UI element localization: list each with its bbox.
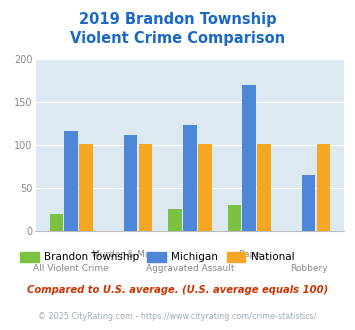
Bar bbox=[317, 144, 330, 231]
Bar bbox=[242, 85, 256, 231]
Bar bbox=[79, 144, 93, 231]
Text: 2019 Brandon Township: 2019 Brandon Township bbox=[79, 12, 276, 26]
Bar bbox=[168, 209, 182, 231]
Text: Compared to U.S. average. (U.S. average equals 100): Compared to U.S. average. (U.S. average … bbox=[27, 285, 328, 295]
Bar bbox=[183, 125, 197, 231]
Bar bbox=[198, 144, 212, 231]
Bar bbox=[228, 205, 241, 231]
Text: Robbery: Robbery bbox=[290, 264, 327, 273]
Text: © 2025 CityRating.com - https://www.cityrating.com/crime-statistics/: © 2025 CityRating.com - https://www.city… bbox=[38, 312, 317, 321]
Legend: Brandon Township, Michigan, National: Brandon Township, Michigan, National bbox=[16, 248, 298, 267]
Bar bbox=[124, 135, 137, 231]
Bar bbox=[257, 144, 271, 231]
Text: Aggravated Assault: Aggravated Assault bbox=[146, 264, 234, 273]
Text: Violent Crime Comparison: Violent Crime Comparison bbox=[70, 31, 285, 46]
Text: Rape: Rape bbox=[238, 250, 261, 259]
Bar bbox=[302, 175, 316, 231]
Bar bbox=[138, 144, 152, 231]
Bar bbox=[64, 131, 78, 231]
Text: All Violent Crime: All Violent Crime bbox=[33, 264, 109, 273]
Text: Murder & Mans...: Murder & Mans... bbox=[92, 250, 169, 259]
Bar bbox=[50, 214, 63, 231]
